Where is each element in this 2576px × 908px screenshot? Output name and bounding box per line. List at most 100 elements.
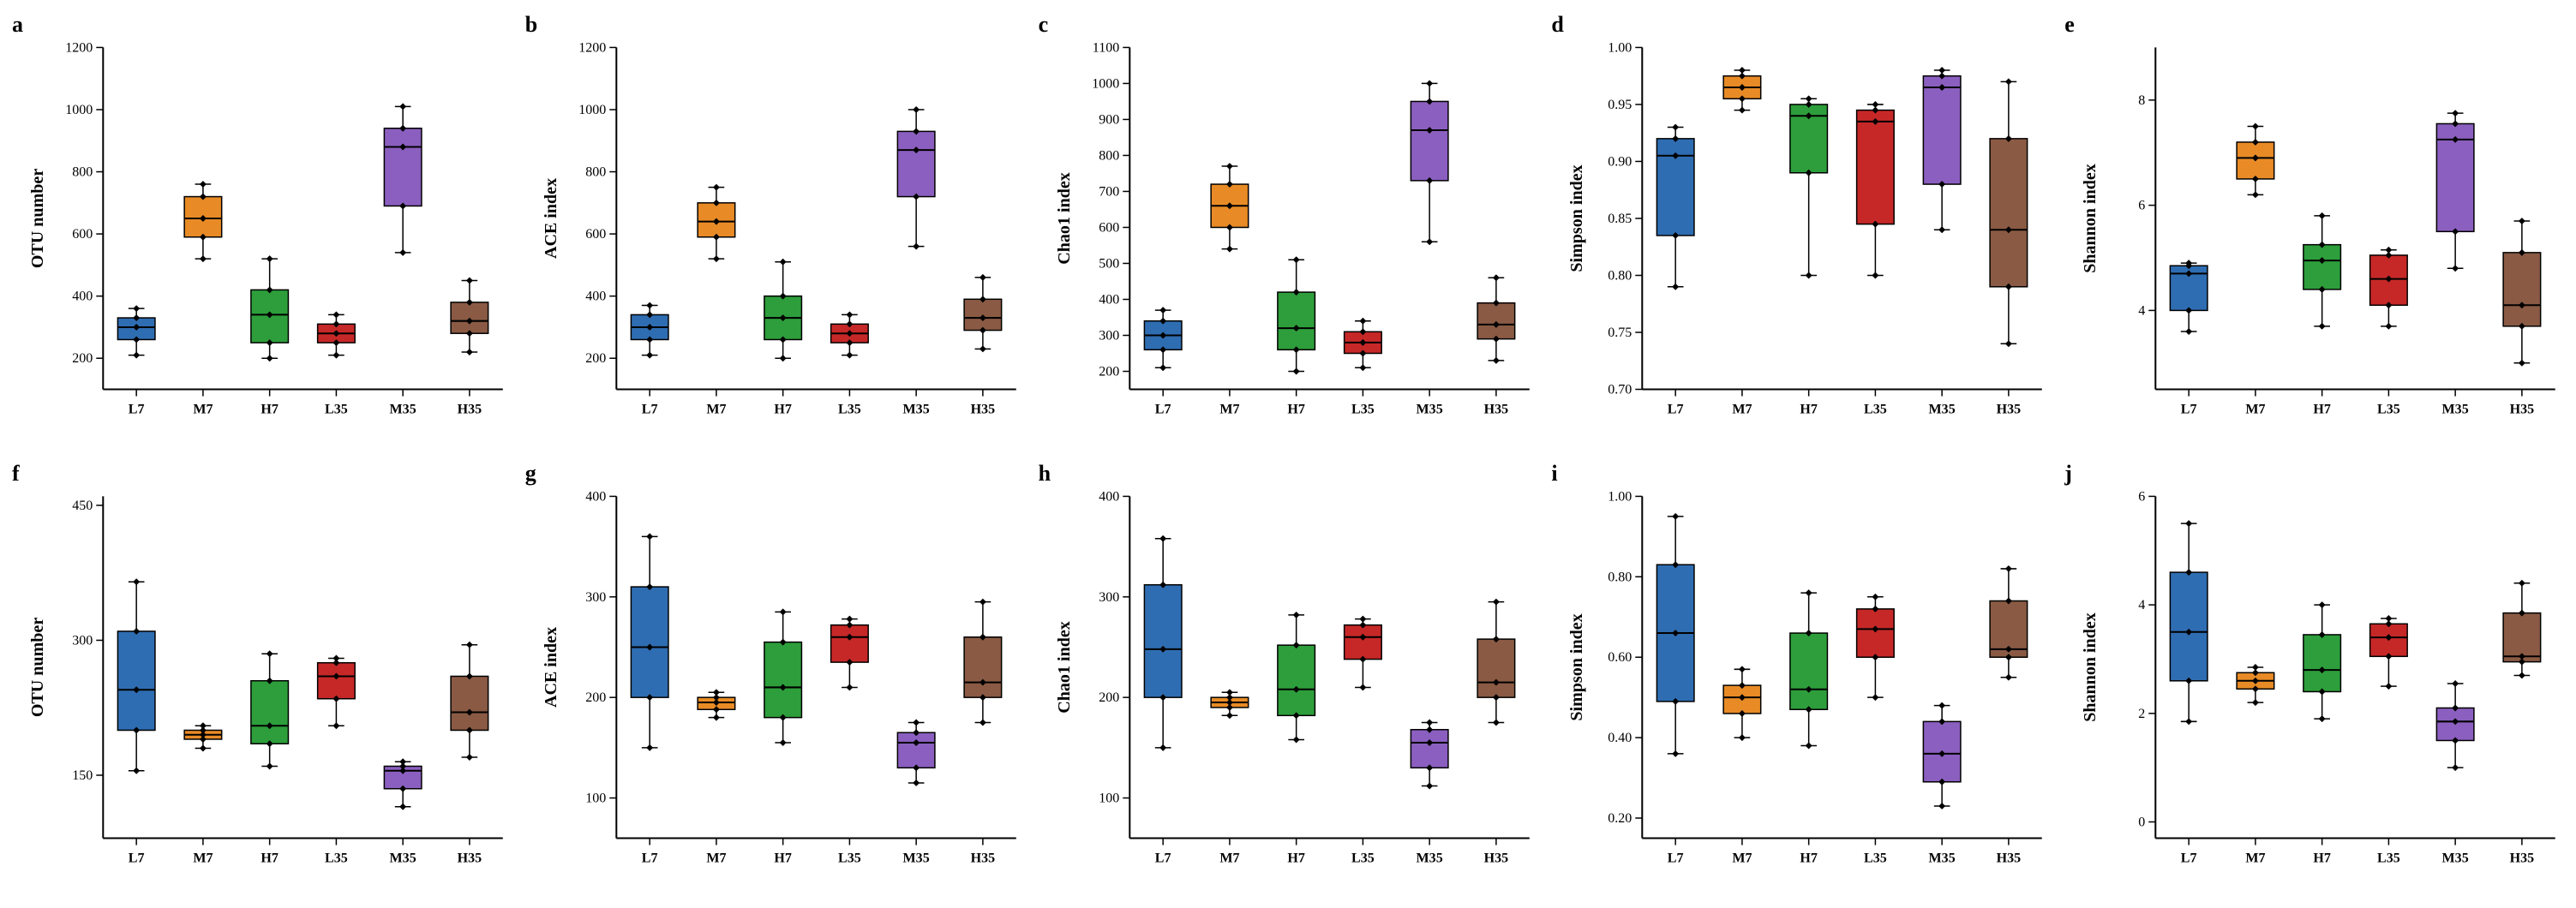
box [830,625,868,662]
data-point [1292,612,1299,618]
data-point [332,722,339,729]
data-point [200,255,207,262]
panel-j: j0246Shannon indexL7M7H7L35M35H35 [2061,457,2567,899]
data-point [133,305,140,312]
svg-text:4: 4 [2138,598,2145,612]
data-point [1493,599,1500,606]
data-point [1806,272,1812,279]
box [897,131,935,196]
data-point [779,355,786,361]
data-point [1159,744,1166,751]
panel-b: b20040060080010001200ACE indexL7M7H7L35M… [522,9,1028,451]
category-label: M35 [902,851,929,866]
chart: 100200300400Chao1 indexL7M7H7L35M35H35 [1035,457,1542,899]
box [897,732,935,768]
data-point [2252,191,2259,198]
data-point [2319,715,2326,722]
data-point [2252,664,2259,671]
data-point [2386,683,2393,690]
data-point [1426,238,1433,245]
data-point [846,684,853,690]
y-axis-label: Simpson index [1567,613,1586,720]
data-point [2386,323,2393,330]
svg-text:300: 300 [1099,329,1119,343]
box [764,642,802,718]
data-point [646,744,653,751]
data-point [713,184,720,191]
data-point [979,720,986,726]
svg-text:0.95: 0.95 [1609,98,1632,112]
category-label: M35 [2442,851,2469,866]
panel-g: g100200300400ACE indexL7M7H7L35M35H35 [522,457,1028,899]
box [1857,111,1895,224]
data-point [913,720,920,726]
panel-i: i0.200.400.600.801.00Simpson indexL7M7H7… [1548,457,2054,899]
chart: 20040060080010001200ACE indexL7M7H7L35M3… [522,9,1028,451]
svg-text:600: 600 [585,227,606,242]
svg-text:800: 800 [585,165,606,180]
svg-text:400: 400 [1099,489,1119,504]
data-point [2005,78,2012,85]
data-point [1359,684,1366,690]
data-point [2519,580,2525,587]
data-point [1292,368,1299,375]
category-label: M7 [2246,403,2266,417]
data-point [332,311,339,318]
svg-text:8: 8 [2138,93,2145,108]
svg-text:1100: 1100 [1092,40,1118,55]
chart: 20040060080010001200OTU numberL7M7H7L35M… [9,9,515,451]
svg-text:0.70: 0.70 [1609,383,1632,397]
data-point [1673,124,1680,131]
box [1477,303,1515,339]
box [631,587,668,697]
data-point [1159,535,1166,542]
data-point [1872,272,1879,279]
category-label: M7 [1219,851,1239,866]
data-point [332,352,339,359]
data-point [713,689,720,696]
chart: 100200300400ACE indexL7M7H7L35M35H35 [522,457,1028,899]
category-label: L7 [1154,403,1171,417]
svg-text:100: 100 [1099,792,1119,806]
data-point [267,255,273,262]
svg-text:1200: 1200 [65,40,93,55]
box [1411,101,1448,180]
category-label: H7 [261,403,279,417]
category-label: L35 [1864,403,1887,417]
category-label: H7 [1287,403,1305,417]
data-point [2452,764,2459,771]
data-point [1806,95,1812,102]
data-point [779,259,786,266]
category-label: L7 [129,851,145,866]
data-point [2319,323,2326,330]
y-axis-label: Chao1 index [1055,172,1074,265]
box [117,631,155,731]
chart: 468Shannon indexL7M7H7L35M35H35 [2061,9,2567,451]
data-point [1226,163,1233,170]
data-point [1493,720,1500,726]
svg-text:300: 300 [72,633,93,648]
data-point [1426,80,1433,87]
data-point [2519,672,2525,678]
data-point [2252,123,2259,130]
boxplot-grid: a20040060080010001200OTU numberL7M7H7L35… [9,9,2567,899]
category-label: L35 [838,851,861,866]
svg-text:450: 450 [72,499,93,513]
data-point [399,103,406,110]
data-point [267,763,273,770]
data-point [133,352,140,359]
data-point [466,278,473,284]
category-label: M35 [2442,403,2469,417]
data-point [1939,226,1946,233]
data-point [1739,67,1746,74]
box [2303,245,2341,290]
data-point [1872,594,1879,600]
box [1144,585,1182,697]
data-point [2005,565,2012,572]
data-point [913,243,920,250]
category-label: L35 [1351,403,1375,417]
data-point [2185,328,2192,335]
category-label: H7 [1287,851,1305,866]
box [1924,76,1962,184]
panel-h: h100200300400Chao1 indexL7M7H7L35M35H35 [1035,457,1542,899]
